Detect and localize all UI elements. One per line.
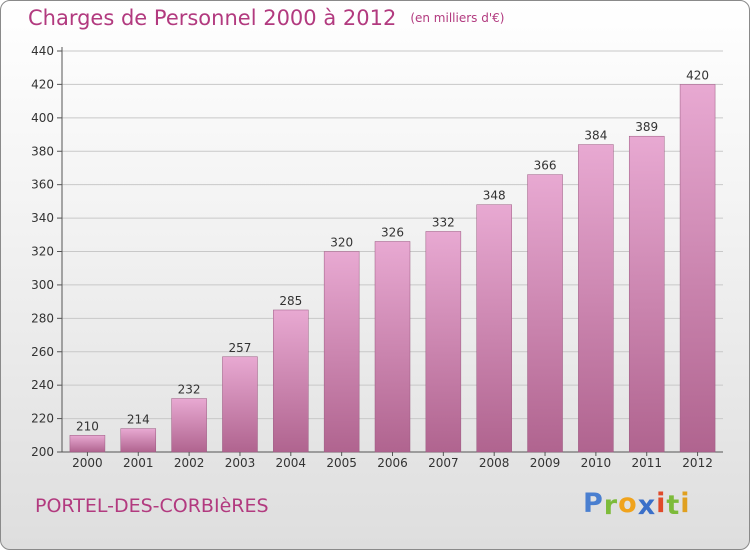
bar <box>374 241 411 453</box>
y-tick-label: 280 <box>31 311 54 325</box>
data-label: 214 <box>127 413 150 427</box>
x-tick-label: 2011 <box>631 456 662 470</box>
y-tick-label: 360 <box>31 178 54 192</box>
logo-letter: t <box>666 490 681 521</box>
data-label: 320 <box>330 236 353 250</box>
bar <box>273 309 309 453</box>
y-tick-label: 400 <box>31 111 54 125</box>
bar <box>578 144 614 453</box>
y-tick-label: 340 <box>31 211 54 225</box>
x-tick-label: 2009 <box>530 456 561 470</box>
logo-letter: i <box>656 488 667 519</box>
y-tick-labels: 200 220 240 260 280 300 320 340 360 380 400 420 440 <box>31 44 54 459</box>
chart-subtitle: (en milliers d'€) <box>410 11 505 25</box>
y-tick-label: 440 <box>31 44 54 58</box>
proxiti-logo: Proxiti <box>583 488 691 521</box>
x-tick-label: 2007 <box>428 456 459 470</box>
bar <box>120 428 157 453</box>
data-label: 384 <box>584 129 607 143</box>
y-tick-label: 300 <box>31 278 54 292</box>
bar <box>628 135 665 453</box>
data-label: 210 <box>76 419 99 433</box>
data-label: 326 <box>381 225 404 239</box>
x-tick-label: 2006 <box>377 456 408 470</box>
bar <box>476 204 512 453</box>
data-label: 366 <box>534 159 557 173</box>
data-label: 257 <box>229 341 252 355</box>
x-tick-label: 2001 <box>123 456 154 470</box>
data-labels: 210 214 232 257 285 320 326 332 348 366 384 389 420 <box>76 68 709 433</box>
logo-letter: r <box>603 490 619 521</box>
logo-letter: P <box>583 488 604 519</box>
logo-letter: o <box>618 488 638 519</box>
y-tick-label: 220 <box>31 412 54 426</box>
bars <box>69 84 716 453</box>
logo-letter: i <box>680 488 691 519</box>
data-label: 348 <box>483 189 506 203</box>
x-tick-label: 2012 <box>682 456 713 470</box>
bar <box>679 84 716 453</box>
bar <box>171 398 207 453</box>
x-tick-label: 2000 <box>72 456 103 470</box>
bar <box>222 356 258 453</box>
y-tick-label: 320 <box>31 245 54 259</box>
logo-letter: x <box>637 490 657 521</box>
data-label: 420 <box>686 68 709 82</box>
commune-name: PORTEL-DES-CORBIèRES <box>35 495 269 517</box>
bar <box>323 251 360 453</box>
x-tick-label: 2008 <box>479 456 510 470</box>
data-label: 232 <box>178 383 201 397</box>
y-tick-label: 200 <box>31 445 54 459</box>
chart-title: Charges de Personnel 2000 à 2012 (en mill… <box>28 6 505 30</box>
x-tick-label: 2010 <box>581 456 612 470</box>
y-tick-label: 380 <box>31 144 54 158</box>
x-tick-label: 2003 <box>225 456 256 470</box>
bar <box>69 435 106 453</box>
x-tick-label: 2004 <box>276 456 307 470</box>
data-label: 389 <box>635 120 658 134</box>
x-tick-labels: 2000 2001 2002 2003 2004 2005 2006 2007 2008 2009… <box>72 452 713 470</box>
x-tick-label: 2002 <box>174 456 205 470</box>
data-label: 285 <box>279 294 302 308</box>
bar <box>425 231 462 453</box>
x-tick-label: 2005 <box>326 456 357 470</box>
y-tick-label: 420 <box>31 77 54 91</box>
y-tick-label: 260 <box>31 345 54 359</box>
bar <box>527 174 563 453</box>
y-tick-label: 240 <box>31 378 54 392</box>
data-label: 332 <box>432 215 455 229</box>
